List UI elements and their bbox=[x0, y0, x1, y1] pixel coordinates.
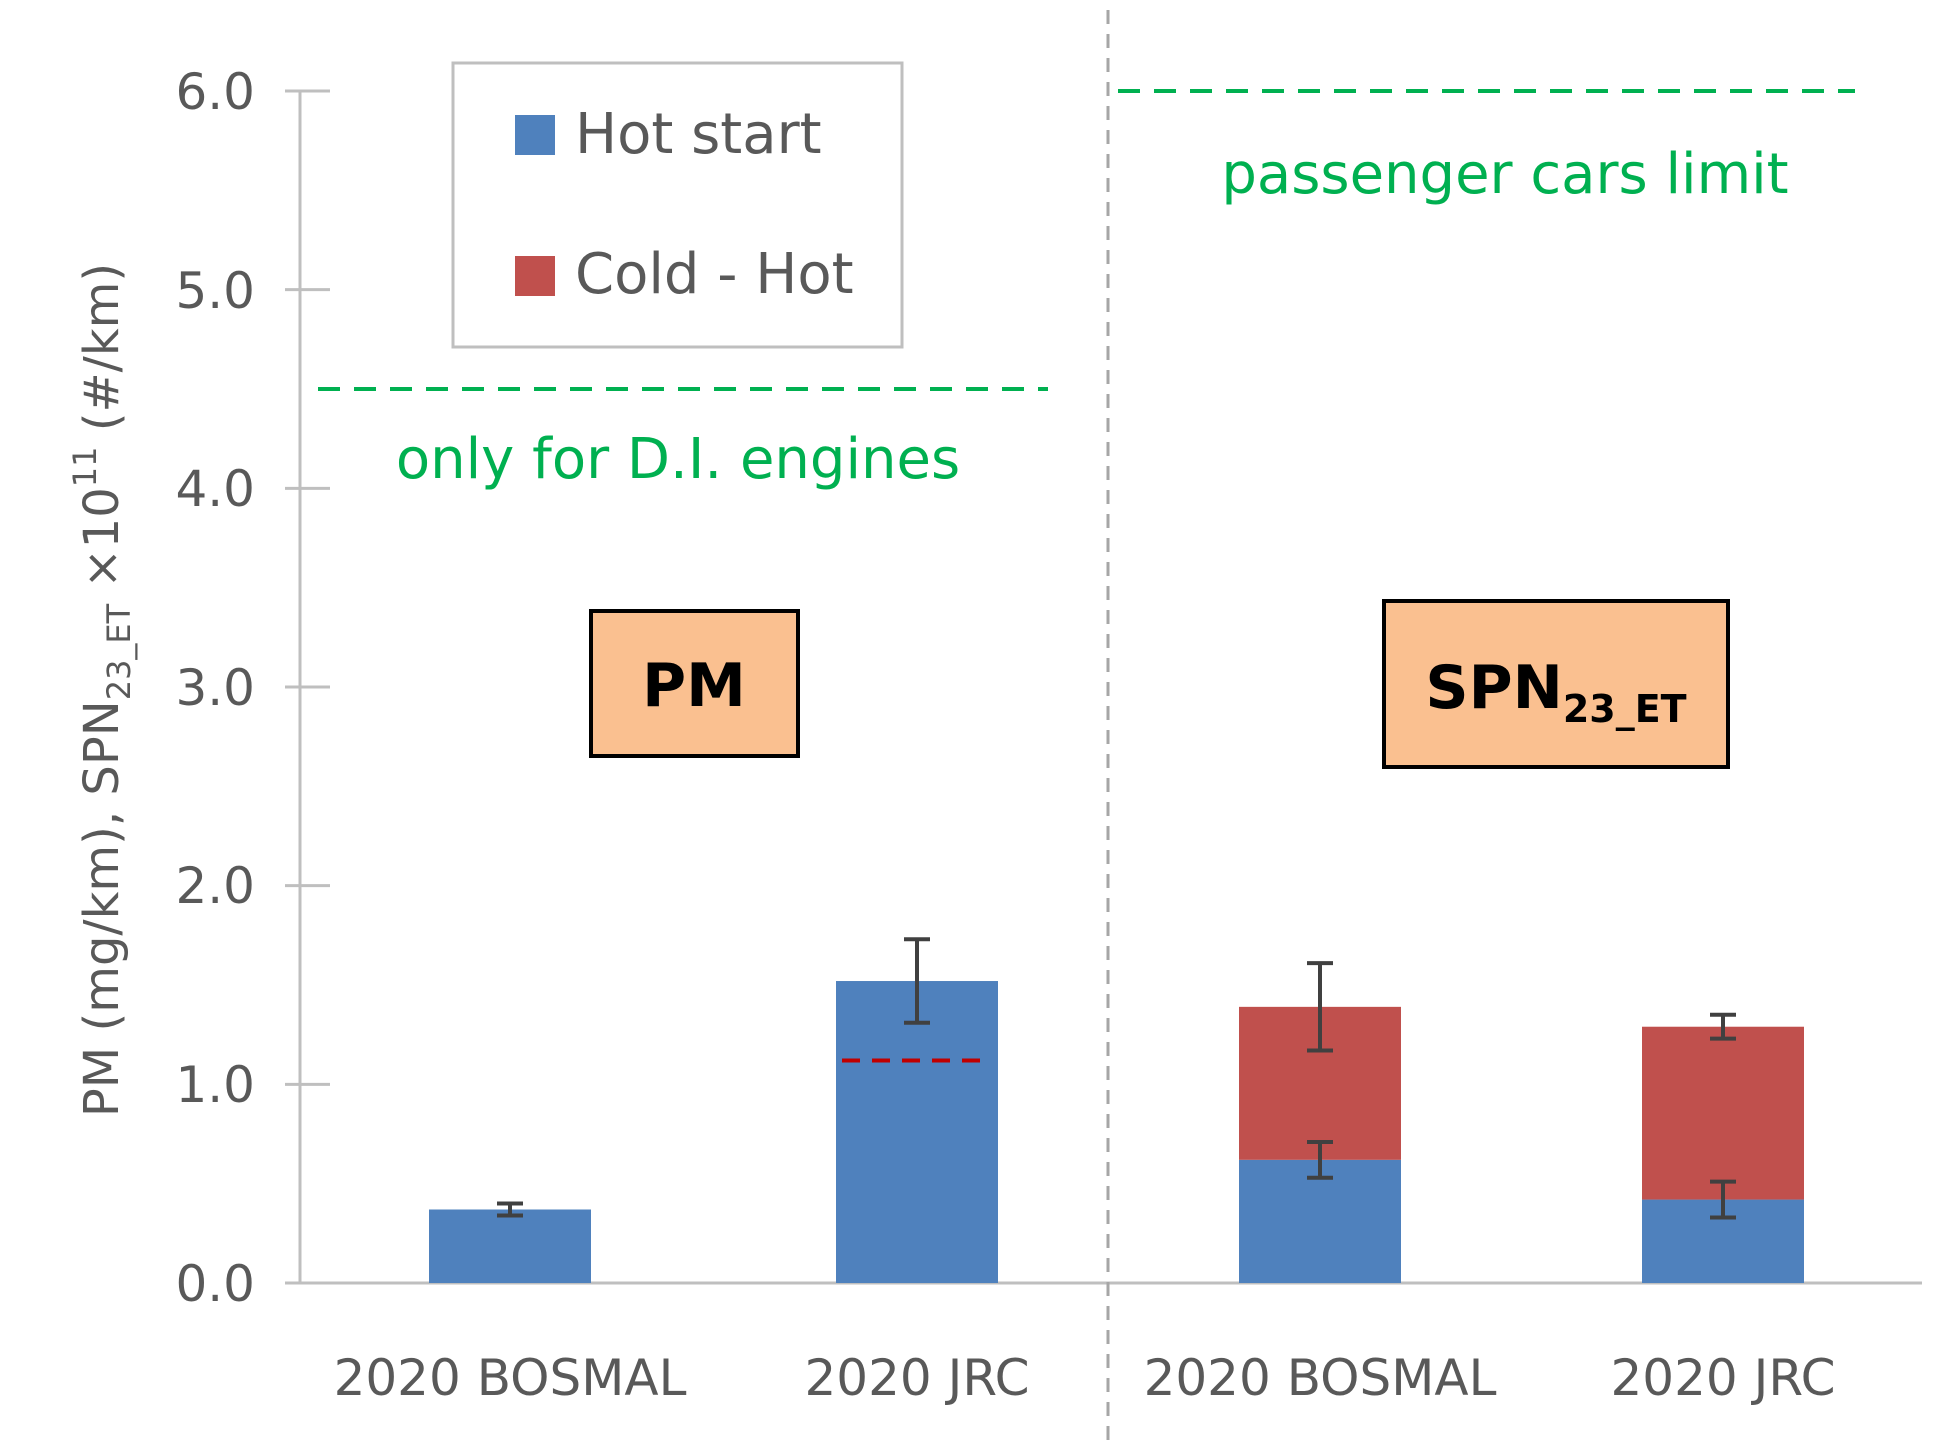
x-tick-label-2: 2020 BOSMAL bbox=[1144, 1349, 1497, 1407]
y-tick-marks bbox=[285, 89, 330, 1285]
legend: Hot start Cold - Hot bbox=[451, 61, 904, 349]
y-tick-label-6: 6.0 bbox=[175, 63, 255, 121]
panel-label-pm: PM bbox=[589, 609, 800, 758]
panel-label-spn-text: SPN23_ET bbox=[1425, 653, 1686, 731]
legend-label-cold-hot: Cold - Hot bbox=[575, 242, 854, 307]
panel-label-pm-text: PM bbox=[642, 651, 746, 721]
error-bar-hot-start-3 bbox=[1710, 1179, 1736, 1220]
x-tick-label-1: 2020 JRC bbox=[804, 1349, 1029, 1407]
error-bar-cold-hot-3 bbox=[1710, 1012, 1736, 1041]
legend-label-hot-start: Hot start bbox=[575, 102, 822, 167]
panel-label-pm-box bbox=[589, 609, 800, 758]
bar-hot-start-0 bbox=[429, 1209, 591, 1283]
panel-label-spn-box bbox=[1382, 599, 1730, 769]
y-axis-title: PM (mg/km), SPN23_ET ×1011 (#/km) bbox=[66, 263, 138, 1117]
bar-hot-start-1 bbox=[836, 981, 998, 1283]
di-engines-limit-label: only for D.I. engines bbox=[396, 427, 960, 492]
error-bar-hot-start-2 bbox=[1307, 1139, 1333, 1180]
y-axis-title-subscript: 23_ET bbox=[100, 603, 138, 700]
bars-layer bbox=[429, 981, 1804, 1283]
error-bars-layer bbox=[497, 937, 1736, 1220]
y-tick-label-4: 4.0 bbox=[175, 460, 255, 518]
y-axis-title-times: ×10 bbox=[74, 487, 130, 604]
y-tick-label-1: 1.0 bbox=[175, 1056, 255, 1114]
legend-box bbox=[451, 61, 904, 349]
error-bar-hot-start-0 bbox=[497, 1201, 523, 1218]
error-bar-cold-hot-2 bbox=[1307, 961, 1333, 1053]
y-axis-title-prefix: PM (mg/km), SPN bbox=[74, 700, 130, 1117]
panel-label-spn-main: SPN bbox=[1425, 653, 1562, 723]
passenger-cars-limit-label: passenger cars limit bbox=[1221, 142, 1788, 207]
x-tick-labels: 2020 BOSMAL 2020 JRC 2020 BOSMAL 2020 JR… bbox=[334, 1349, 1836, 1407]
panel-label-spn: SPN23_ET bbox=[1382, 599, 1730, 769]
legend-swatch-cold-hot bbox=[515, 256, 555, 296]
y-tick-label-3: 3.0 bbox=[175, 659, 255, 717]
y-tick-labels: 0.0 1.0 2.0 3.0 4.0 5.0 6.0 bbox=[175, 63, 255, 1313]
y-axis-title-suffix: (#/km) bbox=[74, 263, 130, 447]
bar-hot-start-2 bbox=[1239, 1159, 1401, 1283]
error-bar-hot-start-1 bbox=[904, 937, 930, 1025]
panel-label-spn-subscript: 23_ET bbox=[1563, 687, 1687, 731]
y-tick-label-5: 5.0 bbox=[175, 262, 255, 320]
y-tick-label-0: 0.0 bbox=[175, 1255, 255, 1313]
y-tick-label-2: 2.0 bbox=[175, 857, 255, 915]
x-tick-label-3: 2020 JRC bbox=[1610, 1349, 1835, 1407]
y-axis-title-superscript: 11 bbox=[66, 447, 104, 488]
legend-swatch-hot-start bbox=[515, 115, 555, 155]
x-tick-label-0: 2020 BOSMAL bbox=[334, 1349, 687, 1407]
bar-cold-hot-3 bbox=[1642, 1026, 1804, 1200]
